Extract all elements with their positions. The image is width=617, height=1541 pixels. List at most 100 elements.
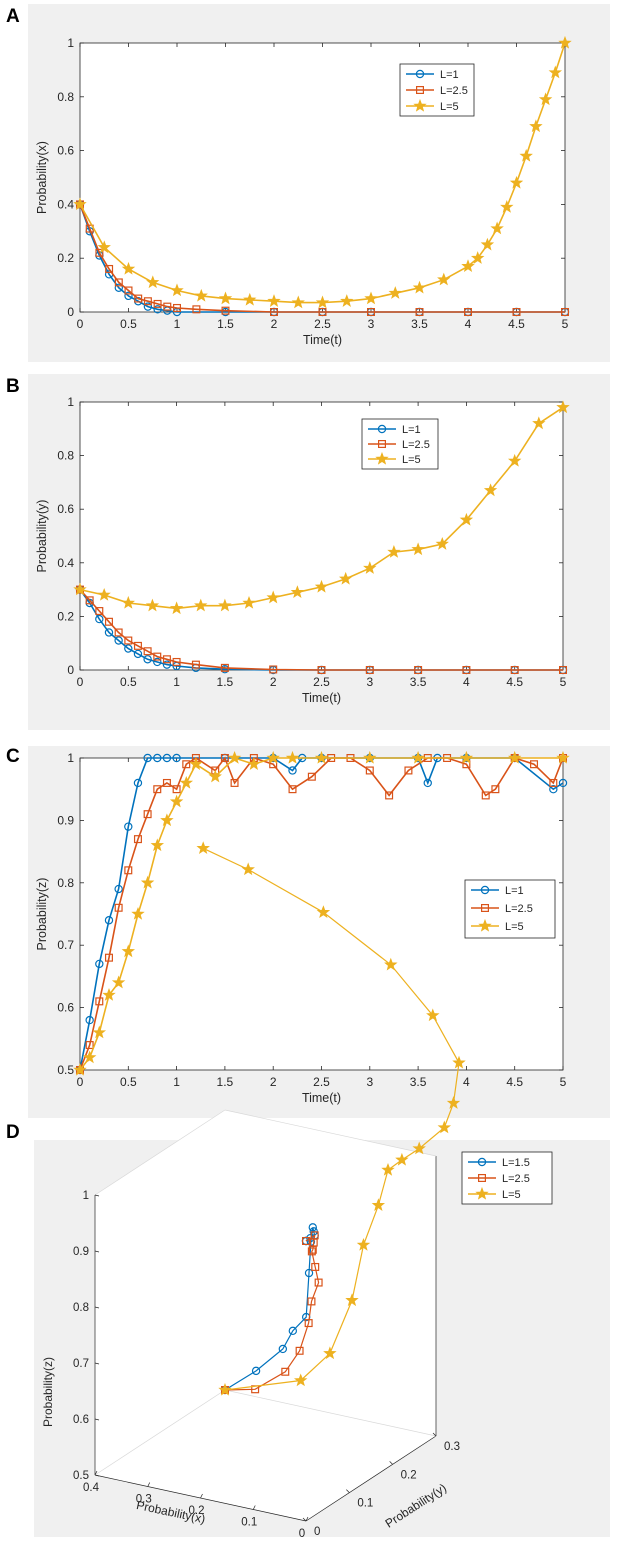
trajectory-point-L=1.5	[278, 1344, 288, 1354]
x-tick-label: 4.5	[506, 675, 523, 689]
x-tick-label: 0	[77, 1075, 84, 1089]
y-tick-mark	[302, 1517, 307, 1522]
legend-label: L=2.5	[440, 85, 468, 97]
data-point-L=1	[133, 778, 143, 788]
data-point-L=2.5	[114, 628, 123, 637]
y-tick-label: 1	[67, 751, 74, 765]
data-point-L=5	[291, 295, 305, 309]
data-point-L=5	[247, 757, 261, 771]
data-point-L=2.5	[220, 754, 229, 763]
data-point-L=2.5	[560, 308, 569, 317]
data-point-L=5	[242, 595, 256, 609]
y-tick-label: 1	[67, 395, 74, 409]
y-tick-label: 1	[67, 36, 74, 50]
x-tick-label: 2	[271, 317, 278, 331]
legend-label: L=5	[440, 101, 459, 113]
data-point-L=2.5	[367, 308, 376, 317]
data-point-L=5	[227, 750, 242, 764]
x-tick-label: 0.5	[120, 675, 137, 689]
x-tick-mark	[94, 1470, 98, 1476]
data-point-L=5	[480, 237, 495, 251]
data-point-L=1	[95, 959, 104, 969]
data-point-L=2.5	[104, 617, 113, 626]
trajectory-point-L=1.5	[308, 1223, 317, 1232]
y-tick-label: 0.2	[57, 251, 74, 265]
legend-label: L=2.5	[502, 1173, 530, 1185]
trajectory-point-L=5	[218, 1382, 232, 1396]
data-point-L=1	[124, 291, 133, 301]
data-point-L=5	[519, 148, 533, 162]
chart-c: 0 0.5 1 1.5 2 2.5 3 3.5 4 4.5 50.50.60.70.80.91Tim…	[35, 750, 570, 1105]
x-tick-label: 1	[173, 1075, 180, 1089]
y-tick-label: 0.2	[57, 609, 74, 623]
legend-label: L=5	[502, 1189, 521, 1201]
legend-label: L=1.5	[502, 1157, 530, 1169]
z-tick-label: 0.8	[73, 1302, 89, 1314]
data-point-L=5	[267, 294, 281, 308]
data-point-L=2.5	[220, 663, 229, 672]
y-tick-label: 0	[314, 1526, 320, 1538]
data-point-L=1	[162, 753, 172, 763]
data-point-L=2.5	[269, 665, 278, 674]
data-point-L=2.5	[153, 785, 162, 794]
y-axis-label: Probability(z)	[35, 878, 49, 951]
panel-c: C 0 0.5 1 1.5 2 2.5 3 3.5 4 4.5 5 0.5 0.6 0.7 0.8 0.9 1 T…	[0, 744, 617, 1124]
data-point-L=2.5	[510, 666, 519, 675]
x-tick-label: 2.5	[313, 675, 330, 689]
data-point-L=2.5	[192, 305, 201, 314]
panel-b-letter: B	[6, 376, 20, 397]
data-point-L=2.5	[85, 596, 94, 605]
data-point-L=5	[266, 590, 280, 604]
x-tick-label: 5	[560, 675, 567, 689]
y-tick-mark	[389, 1461, 393, 1465]
data-point-L=5	[459, 750, 474, 764]
data-point-L=1	[172, 753, 181, 763]
x-tick-label: 2.5	[314, 317, 331, 331]
trajectory-point-L=5	[196, 841, 210, 855]
trajectory-point-L=5	[426, 1008, 440, 1022]
data-point-L=1	[153, 753, 162, 763]
trajectory-point-L=2.5	[307, 1297, 316, 1306]
axis-y-edge	[305, 1435, 437, 1522]
data-point-L=5	[169, 794, 184, 808]
x-tick-label: 0	[299, 1528, 305, 1540]
x-tick-label: 0.3	[136, 1494, 152, 1506]
z-tick-label: 0.7	[73, 1358, 89, 1370]
data-point-L=5	[121, 261, 136, 275]
chart-d: 0.50.60.70.80.910.40.30.20.10 00.10.20.3P…	[41, 841, 553, 1540]
data-point-L=2.5	[365, 666, 374, 675]
trajectory-point-L=5	[412, 1141, 426, 1155]
data-point-L=2.5	[462, 666, 471, 675]
x-tick-label: 0.5	[120, 317, 137, 331]
data-point-L=5	[92, 1025, 107, 1039]
data-point-L=2.5	[230, 778, 239, 787]
box-edge	[224, 1109, 437, 1157]
data-point-L=1	[95, 614, 104, 624]
chart-b: 0 0.5 1 1.5 2 2.5 3 3.5 4 4.5 5 0 0.2 0.4 0.6 0.8 1 Time(…	[35, 395, 570, 705]
data-point-L=1	[153, 305, 162, 314]
x-axis-label: Time(t)	[303, 333, 342, 347]
box-edge	[94, 1389, 226, 1476]
x-tick-mark	[305, 1516, 309, 1522]
data-point-L=1	[143, 655, 152, 664]
data-point-L=2.5	[481, 791, 490, 800]
data-point-L=5	[266, 750, 280, 764]
legend-marker-L=1	[415, 69, 425, 79]
y-axis-label: Probability(y)	[383, 1481, 449, 1531]
plot-area	[79, 42, 566, 313]
data-point-L=2.5	[221, 306, 230, 315]
data-point-L=5	[556, 400, 570, 414]
trajectory-point-L=5	[384, 957, 398, 971]
data-point-L=2.5	[172, 785, 181, 794]
data-point-L=2.5	[491, 785, 500, 794]
data-point-L=2.5	[512, 308, 521, 317]
data-point-L=5	[179, 775, 194, 789]
z-tick-label: 1	[83, 1190, 89, 1202]
data-point-L=5	[146, 275, 160, 289]
data-point-L=5	[111, 975, 126, 989]
x-axis-label: Probability(x)	[135, 1498, 206, 1526]
data-point-L=5	[121, 595, 136, 609]
data-point-L=2.5	[162, 778, 171, 787]
data-point-L=1	[85, 1015, 94, 1025]
z-tick-mark	[94, 1362, 100, 1365]
